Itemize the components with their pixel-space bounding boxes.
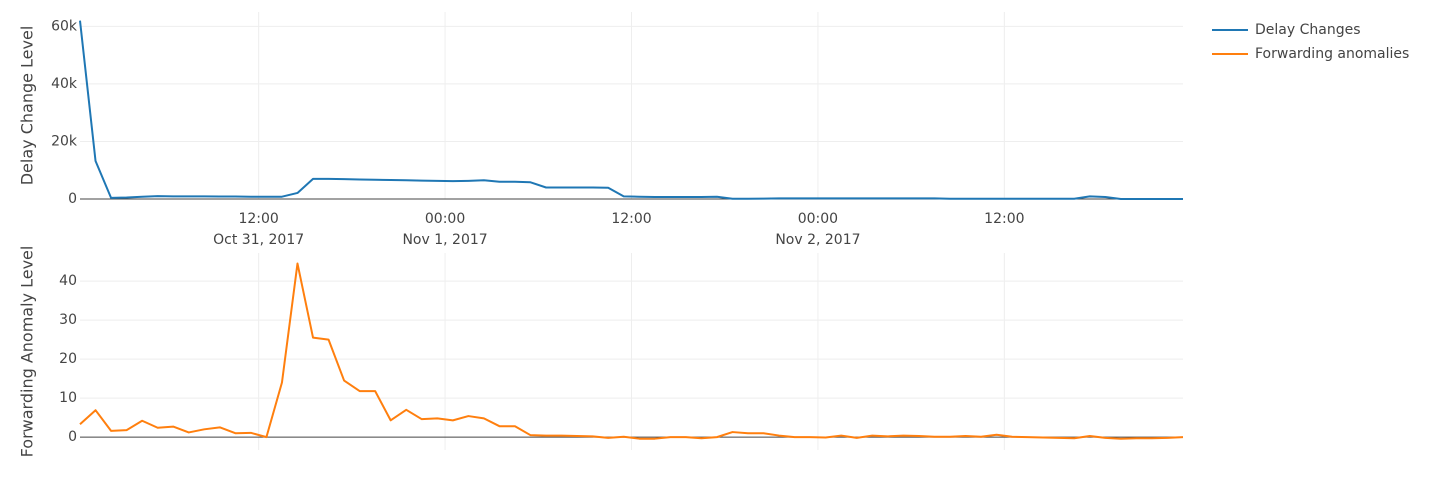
x-tick-label: 00:00 — [798, 211, 838, 227]
x-tick-label: 12:00 — [611, 211, 651, 227]
y-tick-label: 20 — [59, 351, 77, 367]
x-tick-date: Oct 31, 2017 — [213, 232, 304, 248]
y-tick-label: 30 — [59, 312, 77, 328]
y-tick-label: 0 — [68, 429, 77, 445]
y-tick-label: 40k — [51, 76, 78, 92]
x-tick-date: Nov 2, 2017 — [775, 232, 860, 248]
y-axis-title: Forwarding Anomaly Level — [18, 246, 37, 458]
y-tick-label: 0 — [68, 191, 77, 207]
y-tick-label: 20k — [51, 133, 78, 149]
legend-label: Forwarding anomalies — [1255, 46, 1409, 62]
x-tick-date: Nov 1, 2017 — [402, 232, 487, 248]
y-tick-label: 60k — [51, 18, 78, 34]
y-tick-label: 40 — [59, 273, 77, 289]
series-line — [79, 262, 1184, 440]
x-tick-label: 12:00 — [238, 211, 278, 227]
x-tick-label: 12:00 — [984, 211, 1024, 227]
y-tick-label: 10 — [59, 390, 77, 406]
y-axis-title: Delay Change Level — [18, 26, 37, 186]
x-tick-label: 00:00 — [425, 211, 465, 227]
series-line — [79, 20, 1183, 200]
legend-label: Delay Changes — [1255, 22, 1361, 38]
